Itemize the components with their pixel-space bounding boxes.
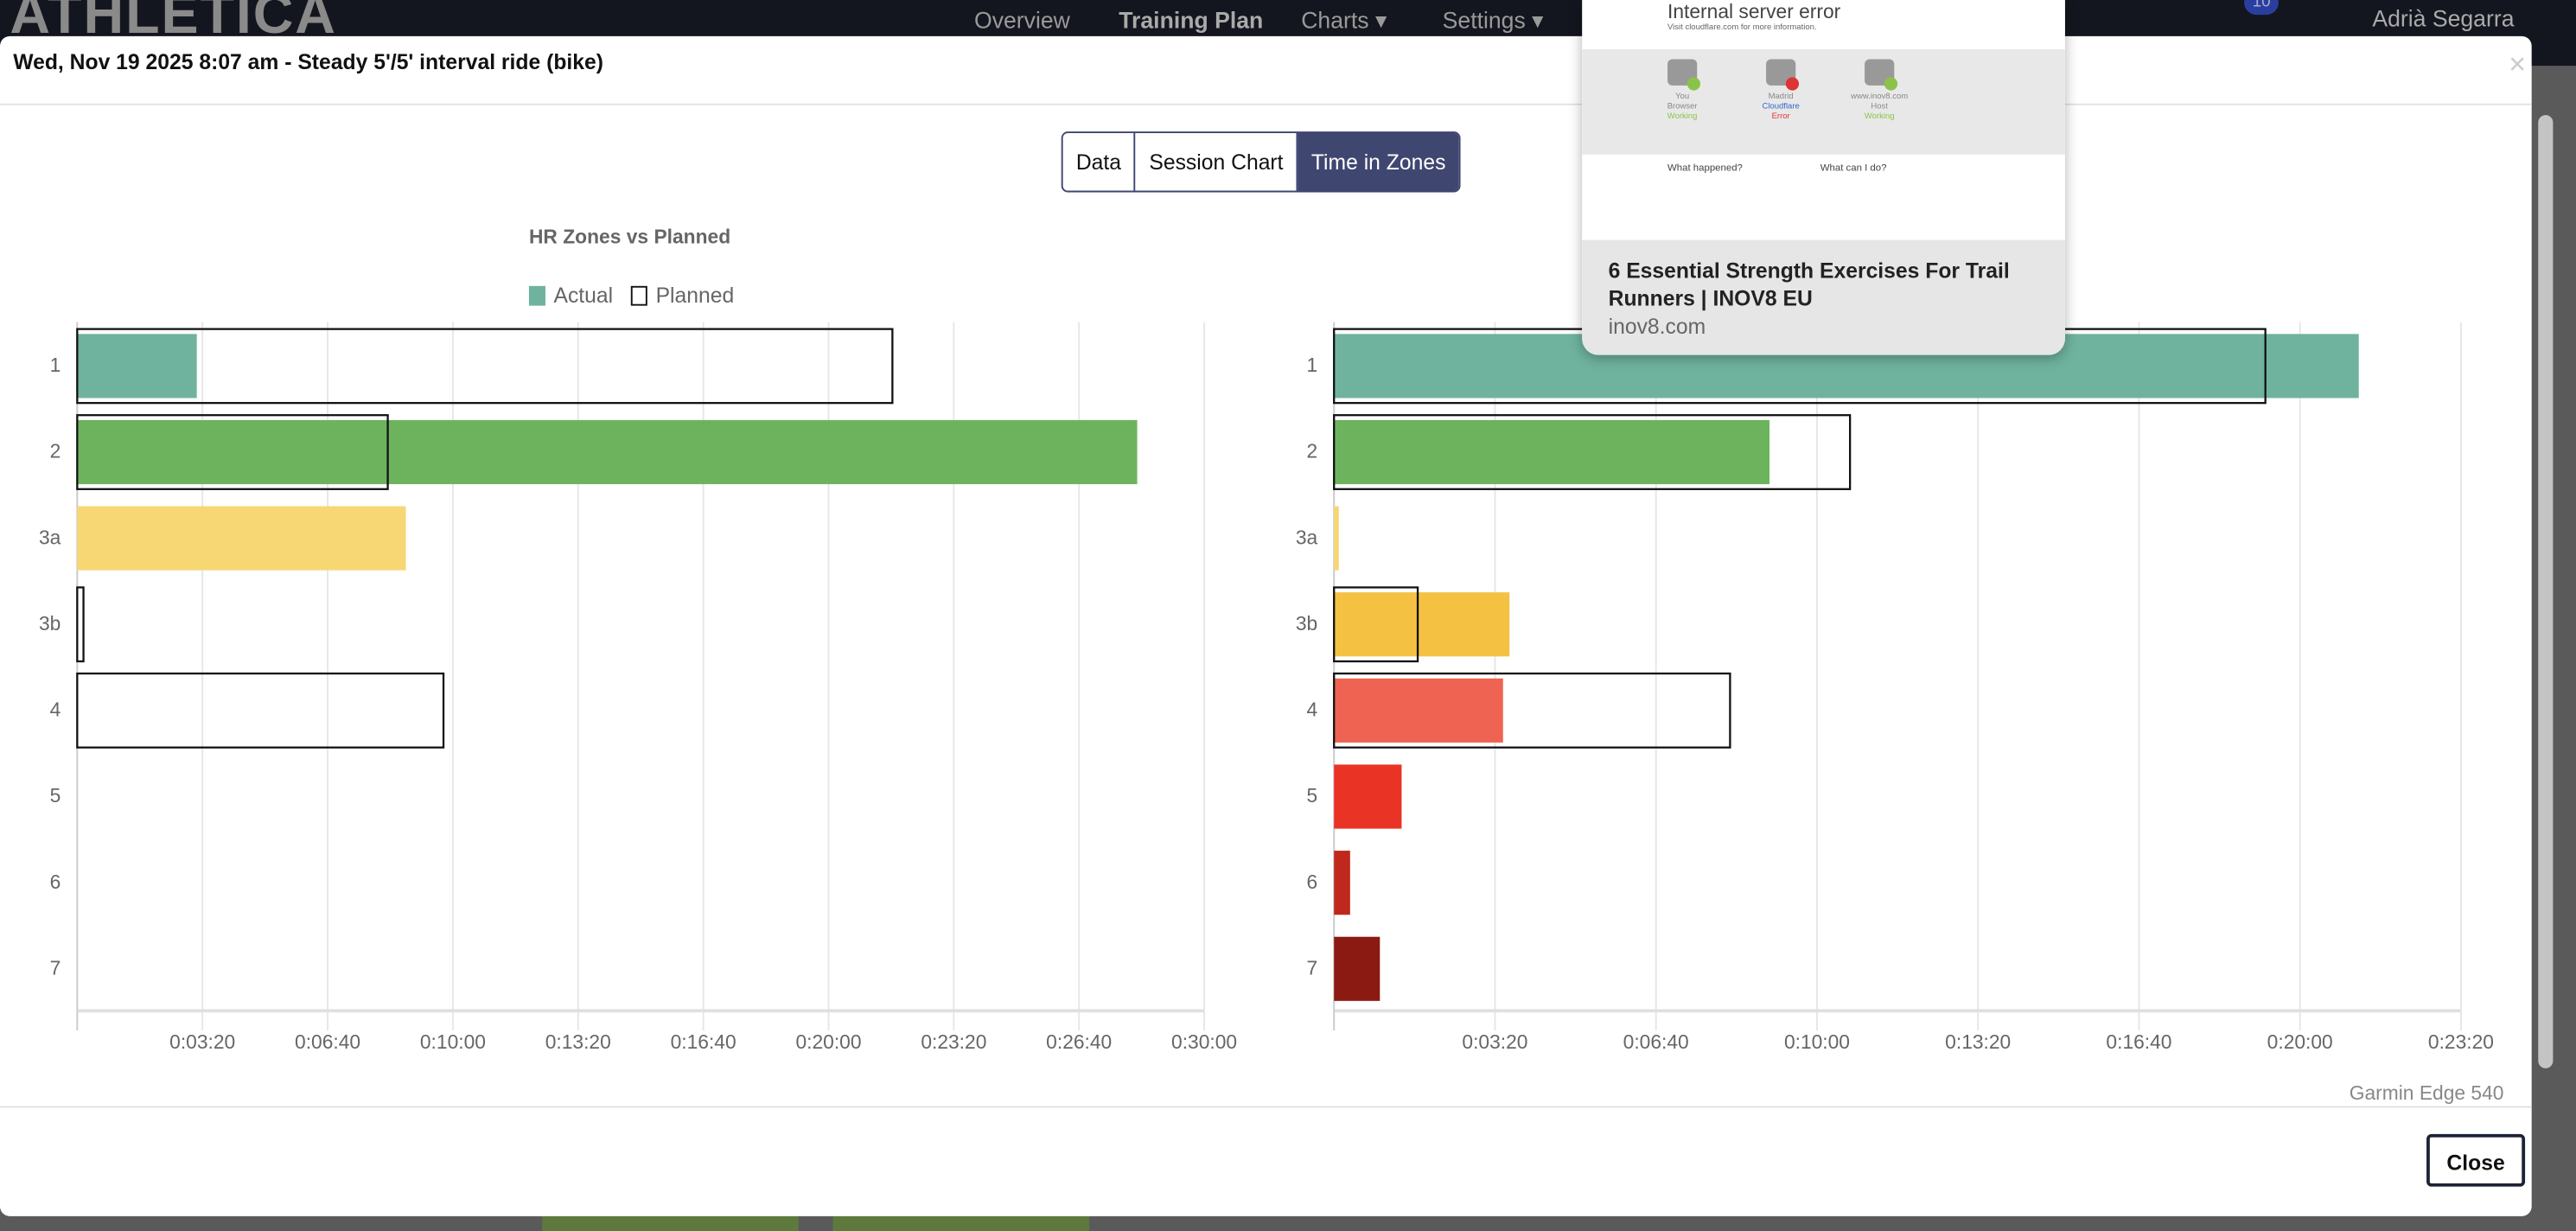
x-tick-label: 0:20:00 (795, 1030, 861, 1052)
nav-charts[interactable]: Charts ▾ (1301, 6, 1387, 34)
x-tick-label: 0:10:00 (420, 1030, 486, 1052)
x-tick-label: 0:03:20 (1462, 1030, 1527, 1052)
preview-q1: What happened? (1667, 164, 1743, 175)
preview-node: Madrid Cloudflare Error (1731, 59, 1830, 122)
y-tick-label: 1 (50, 354, 61, 376)
y-tick-label: 6 (50, 871, 61, 893)
x-tick-label: 0:16:40 (671, 1030, 736, 1052)
actual-bar (77, 334, 197, 399)
planned-bar (76, 328, 894, 405)
preview-error-title: Internal server error (1667, 0, 1841, 23)
preview-footer: 6 Essential Strength Exercises For Trail… (1582, 239, 2065, 355)
actual-bar (77, 506, 406, 571)
y-tick-label: 5 (50, 784, 61, 807)
background-card (832, 1215, 1090, 1231)
actual-bar (1334, 592, 1510, 657)
preview-node-role: Cloudflare (1762, 101, 1800, 112)
x-tick-label: 0:13:20 (545, 1030, 611, 1052)
tab-time-in-zones[interactable]: Time in Zones (1298, 132, 1459, 191)
chart-legend: Actual Planned (528, 283, 735, 308)
preview-node-name: Madrid (1768, 92, 1794, 102)
preview-node-status: Error (1771, 112, 1790, 122)
legend-actual[interactable]: Actual (553, 283, 614, 308)
planned-bar (1333, 672, 1731, 749)
preview-node-role: Browser (1667, 101, 1698, 112)
hr-chart-title: HR Zones vs Planned (528, 225, 731, 249)
y-tick-label: 2 (50, 440, 61, 462)
y-tick-label: 4 (1307, 698, 1318, 721)
y-tick-label: 2 (1307, 440, 1318, 462)
y-tick-label: 1 (1307, 354, 1318, 376)
y-tick-label: 3b (39, 612, 61, 635)
tab-data[interactable]: Data (1063, 132, 1137, 191)
view-tabs: Data Session Chart Time in Zones (1061, 131, 1461, 193)
zone-charts: 0:03:20 0:06:40 0:10:00 0:13:20 0:16:40 0:20:… (39, 322, 2494, 1052)
x-tick-label: 0:20:00 (2267, 1030, 2333, 1052)
actual-swatch (528, 284, 545, 305)
y-tick-label: 7 (1307, 956, 1318, 979)
legend-planned[interactable]: Planned (655, 283, 735, 308)
y-tick-label: 6 (1307, 871, 1318, 893)
y-tick-label: 3b (1296, 612, 1317, 635)
nav-settings[interactable]: Settings ▾ (1442, 6, 1544, 34)
close-icon[interactable]: × (2509, 48, 2527, 81)
preview-q2: What can I do? (1820, 164, 1887, 175)
actual-bar (1334, 506, 1339, 571)
preview-status-band (1582, 49, 2065, 155)
preview-node-name: www.inov8.com (1851, 92, 1909, 102)
y-tick-label: 5 (1307, 784, 1318, 807)
planned-swatch (631, 284, 648, 305)
preview-node-status: Working (1667, 112, 1698, 122)
x-tick-label: 0:06:40 (295, 1030, 360, 1052)
nav-training-plan[interactable]: Training Plan (1119, 6, 1264, 34)
notification-badge[interactable]: 10 (2244, 0, 2280, 16)
actual-bar (1334, 764, 1402, 829)
planned-bar (1333, 414, 1852, 490)
preview-node: You Browser Working (1633, 59, 1731, 122)
preview-node-name: You (1675, 92, 1690, 102)
x-tick-label: 0:10:00 (1784, 1030, 1850, 1052)
x-tick-label: 0:16:40 (2106, 1030, 2171, 1052)
y-tick-label: 7 (50, 956, 61, 979)
background-card (542, 1215, 799, 1231)
y-tick-label: 4 (50, 698, 61, 721)
device-label: Garmin Edge 540 (2349, 1081, 2504, 1105)
preview-node-role: Host (1871, 101, 1888, 112)
x-tick-label: 0:23:20 (921, 1030, 986, 1052)
actual-bar (77, 419, 1138, 485)
preview-page-title: 6 Essential Strength Exercises For Trail… (1608, 258, 2010, 311)
x-tick-label: 0:26:40 (1046, 1030, 1112, 1052)
x-tick-label: 0:30:00 (1171, 1030, 1237, 1052)
actual-bar (1334, 936, 1380, 1001)
preview-node-status: Working (1864, 112, 1895, 122)
nav-overview[interactable]: Overview (974, 6, 1070, 34)
actual-bar (1334, 851, 1350, 915)
preview-domain: inov8.com (1608, 314, 1706, 339)
user-menu[interactable]: Adrià Segarra (2372, 4, 2515, 32)
divider (0, 103, 2532, 105)
scrollbar[interactable] (2538, 115, 2554, 1068)
actual-bar (1334, 678, 1503, 743)
modal-title: Wed, Nov 19 2025 8:07 am - Steady 5'/5' … (13, 49, 603, 74)
close-button[interactable]: Close (2426, 1133, 2526, 1187)
divider (0, 1106, 2532, 1108)
preview-error-detail: Visit cloudflare.com for more informatio… (1667, 22, 1817, 34)
link-preview-popup[interactable]: Internal server error Visit cloudflare.c… (1582, 0, 2065, 355)
tab-session-chart[interactable]: Session Chart (1136, 132, 1298, 191)
session-modal: Wed, Nov 19 2025 8:07 am - Steady 5'/5' … (0, 35, 2532, 1216)
planned-bar (76, 414, 389, 490)
y-tick-label: 3a (39, 526, 61, 548)
y-tick-label: 3a (1296, 526, 1318, 548)
x-tick-label: 0:13:20 (1945, 1030, 2011, 1052)
actual-bar (1334, 419, 1770, 485)
x-tick-label: 0:06:40 (1623, 1030, 1689, 1052)
x-tick-label: 0:03:20 (169, 1030, 235, 1052)
preview-node: www.inov8.com Host Working (1830, 59, 1929, 122)
planned-bar (76, 672, 445, 749)
planned-bar (76, 586, 85, 663)
planned-bar (1333, 586, 1419, 663)
x-tick-label: 0:23:20 (2428, 1030, 2494, 1052)
